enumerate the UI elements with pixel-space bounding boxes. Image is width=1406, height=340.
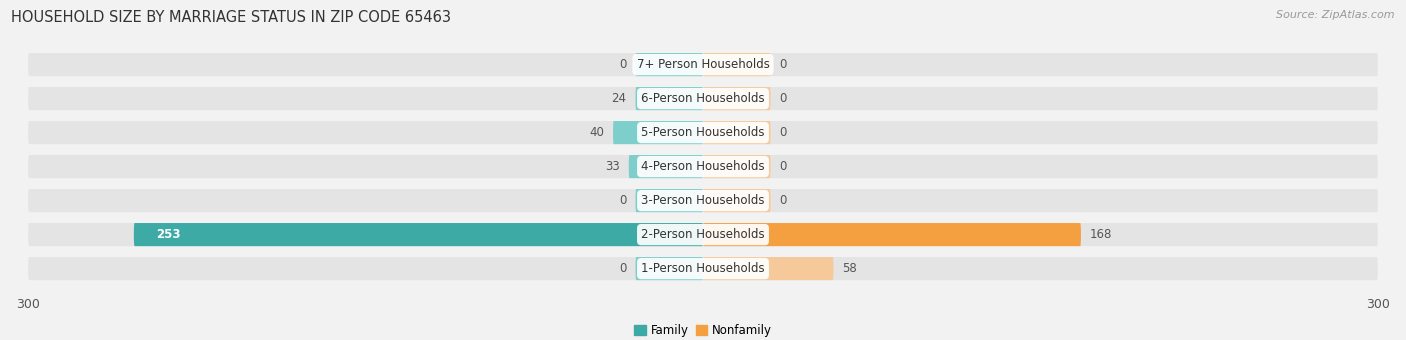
FancyBboxPatch shape	[28, 155, 1378, 178]
FancyBboxPatch shape	[28, 121, 1378, 144]
FancyBboxPatch shape	[636, 53, 703, 76]
FancyBboxPatch shape	[28, 189, 1378, 212]
FancyBboxPatch shape	[628, 155, 703, 178]
Text: 5-Person Households: 5-Person Households	[641, 126, 765, 139]
Text: 0: 0	[619, 194, 627, 207]
Text: 3-Person Households: 3-Person Households	[641, 194, 765, 207]
Text: 0: 0	[619, 58, 627, 71]
Legend: Family, Nonfamily: Family, Nonfamily	[630, 319, 776, 340]
Text: 40: 40	[589, 126, 605, 139]
FancyBboxPatch shape	[703, 189, 770, 212]
FancyBboxPatch shape	[636, 257, 703, 280]
Text: 4-Person Households: 4-Person Households	[641, 160, 765, 173]
Text: 168: 168	[1090, 228, 1112, 241]
Text: 2-Person Households: 2-Person Households	[641, 228, 765, 241]
FancyBboxPatch shape	[703, 223, 1081, 246]
Text: 24: 24	[612, 92, 627, 105]
FancyBboxPatch shape	[703, 87, 770, 110]
FancyBboxPatch shape	[28, 87, 1378, 110]
FancyBboxPatch shape	[28, 223, 1378, 246]
FancyBboxPatch shape	[636, 189, 703, 212]
Text: 0: 0	[779, 160, 787, 173]
Text: 1-Person Households: 1-Person Households	[641, 262, 765, 275]
FancyBboxPatch shape	[613, 121, 703, 144]
FancyBboxPatch shape	[703, 121, 770, 144]
Text: 0: 0	[779, 126, 787, 139]
Text: 7+ Person Households: 7+ Person Households	[637, 58, 769, 71]
FancyBboxPatch shape	[703, 257, 834, 280]
FancyBboxPatch shape	[636, 87, 703, 110]
FancyBboxPatch shape	[703, 155, 770, 178]
Text: 0: 0	[779, 194, 787, 207]
FancyBboxPatch shape	[28, 257, 1378, 280]
Text: 58: 58	[842, 262, 858, 275]
Text: HOUSEHOLD SIZE BY MARRIAGE STATUS IN ZIP CODE 65463: HOUSEHOLD SIZE BY MARRIAGE STATUS IN ZIP…	[11, 10, 451, 25]
FancyBboxPatch shape	[28, 53, 1378, 76]
Text: 33: 33	[605, 160, 620, 173]
Text: 253: 253	[156, 228, 181, 241]
Text: 0: 0	[779, 92, 787, 105]
Text: 0: 0	[619, 262, 627, 275]
Text: 0: 0	[779, 58, 787, 71]
Text: 6-Person Households: 6-Person Households	[641, 92, 765, 105]
FancyBboxPatch shape	[134, 223, 703, 246]
FancyBboxPatch shape	[703, 53, 770, 76]
Text: Source: ZipAtlas.com: Source: ZipAtlas.com	[1277, 10, 1395, 20]
